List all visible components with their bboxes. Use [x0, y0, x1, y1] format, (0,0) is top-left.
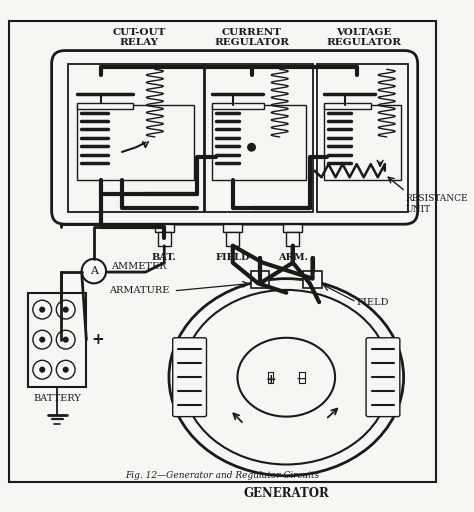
Circle shape: [40, 337, 45, 342]
Circle shape: [33, 330, 52, 349]
Circle shape: [64, 307, 68, 312]
Text: CUT-OUT
RELAY: CUT-OUT RELAY: [112, 28, 165, 48]
Bar: [300, 372, 305, 383]
Text: FIELD: FIELD: [216, 253, 250, 262]
FancyBboxPatch shape: [52, 51, 418, 224]
Bar: [251, 271, 269, 288]
Bar: [68, 63, 204, 212]
Bar: [77, 105, 194, 180]
Text: AMMETER: AMMETER: [111, 262, 166, 271]
Circle shape: [40, 307, 45, 312]
FancyBboxPatch shape: [366, 338, 400, 417]
Bar: [226, 232, 239, 246]
Text: −: −: [295, 372, 307, 386]
Circle shape: [64, 367, 68, 372]
Circle shape: [56, 360, 75, 379]
Bar: [267, 372, 273, 383]
Text: VOLTAGE
REGULATOR: VOLTAGE REGULATOR: [327, 28, 401, 48]
Circle shape: [56, 330, 75, 349]
Bar: [286, 232, 300, 246]
Circle shape: [33, 300, 52, 319]
Text: RESISTANCE
UNIT: RESISTANCE UNIT: [405, 194, 468, 214]
Bar: [212, 105, 306, 180]
Circle shape: [248, 143, 255, 151]
Bar: [212, 103, 264, 109]
Ellipse shape: [182, 290, 391, 464]
Circle shape: [82, 259, 106, 283]
Circle shape: [64, 337, 68, 342]
Text: +: +: [91, 332, 104, 347]
Ellipse shape: [169, 279, 403, 476]
Circle shape: [56, 300, 75, 319]
Bar: [77, 103, 133, 109]
Text: ARMATURE: ARMATURE: [109, 286, 169, 295]
Bar: [317, 63, 408, 212]
Bar: [155, 224, 173, 232]
Bar: [283, 224, 302, 232]
Text: +: +: [266, 373, 276, 386]
FancyBboxPatch shape: [173, 338, 207, 417]
Bar: [324, 103, 371, 109]
Bar: [28, 293, 86, 387]
Bar: [205, 63, 312, 212]
Bar: [303, 271, 322, 288]
Bar: [223, 224, 242, 232]
Text: FIELD: FIELD: [356, 297, 389, 307]
Bar: [324, 105, 401, 180]
Text: BAT.: BAT.: [152, 253, 177, 262]
Bar: [158, 232, 171, 246]
Ellipse shape: [237, 338, 335, 417]
Text: A: A: [90, 266, 98, 276]
Text: GENERATOR: GENERATOR: [244, 487, 329, 500]
Text: Fig. 12—Generator and Regulator Circuits: Fig. 12—Generator and Regulator Circuits: [125, 472, 319, 480]
Text: BATTERY: BATTERY: [33, 394, 81, 403]
Text: ARM.: ARM.: [278, 253, 308, 262]
Circle shape: [40, 367, 45, 372]
Text: CURRENT
REGULATOR: CURRENT REGULATOR: [214, 28, 289, 48]
Circle shape: [33, 360, 52, 379]
